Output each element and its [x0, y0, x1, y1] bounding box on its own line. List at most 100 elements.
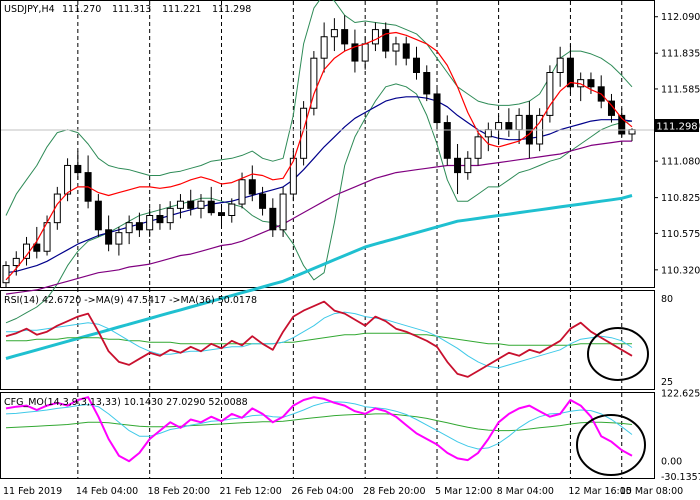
- candle-body: [351, 43, 359, 62]
- x-tick-label: 18 Feb 20:00: [148, 486, 210, 497]
- candle-body: [474, 136, 482, 159]
- x-axis-labels: 11 Feb 2019 14 Feb 04:00 18 Feb 20:00 21 Fe…: [3, 486, 683, 497]
- candle-body: [505, 122, 513, 131]
- candle-body: [238, 179, 246, 205]
- candle-body: [146, 215, 154, 231]
- cfg-y-tick-label: 122.6252: [661, 389, 700, 400]
- candle-body: [300, 107, 308, 159]
- candle-body: [115, 232, 123, 245]
- candle-body: [2, 265, 10, 284]
- candle-body: [320, 36, 328, 59]
- rsi-line: [5, 300, 633, 378]
- price-y-tick-label: 110.320: [661, 265, 700, 276]
- candle-body: [74, 164, 82, 174]
- ma-red-line: [5, 31, 633, 281]
- price-y-tick-label: 111.080: [661, 157, 700, 168]
- candle-body: [156, 215, 164, 224]
- x-tick-label: 11 Feb 2019: [3, 486, 62, 497]
- candle-body: [176, 200, 184, 209]
- price-y-tick-label: 111.835: [661, 49, 700, 60]
- candle-body: [207, 200, 215, 214]
- candle-body: [64, 164, 72, 195]
- candle-body: [259, 193, 267, 209]
- x-tick-label: 5 Mar 12:00: [435, 486, 492, 497]
- cfg-header: CFG_MO(14,3,9,3,13,33) 10.1430 27.0290 5…: [4, 397, 248, 408]
- candle-body: [166, 207, 174, 224]
- rsi-y-tick-label: 80: [661, 294, 673, 305]
- bollinger-upper-line: [5, 0, 633, 216]
- price-plot: [1, 0, 654, 360]
- x-tick-label: 28 Feb 20:00: [363, 486, 425, 497]
- current-price-box: [655, 119, 699, 132]
- candle-body: [289, 157, 297, 195]
- current-price-label: 111.298: [656, 122, 697, 133]
- candle-body: [248, 179, 256, 195]
- candle-body: [556, 57, 564, 74]
- candle-body: [423, 72, 431, 95]
- cfg-y-tick-label: -30.1357: [661, 472, 700, 483]
- rsi-ma36-line: [6, 332, 632, 346]
- x-tick-label: 14 Feb 04:00: [76, 486, 138, 497]
- candle-body: [361, 43, 369, 62]
- x-tick-label: 8 Mar 04:00: [497, 486, 554, 497]
- candle-body: [197, 200, 205, 209]
- candle-body: [269, 207, 277, 231]
- cfg-plot: [5, 396, 633, 463]
- ma-purple-line: [5, 140, 632, 295]
- candle-body: [341, 29, 349, 45]
- candle-body: [125, 222, 133, 234]
- candle-body: [412, 57, 420, 74]
- rsi-ma9-line: [6, 311, 633, 369]
- x-tick-label: 15 Mar 08:00: [620, 486, 683, 497]
- price-y-tick-label: 110.825: [661, 193, 700, 204]
- price-header-close: 111.298: [212, 4, 251, 15]
- candle-body: [105, 229, 113, 245]
- candle-body: [566, 57, 574, 88]
- candle-body: [484, 129, 492, 138]
- rsi-plot: [5, 300, 633, 378]
- candle-body: [279, 193, 287, 231]
- price-y-tick-label: 110.575: [661, 229, 700, 240]
- rsi-header: RSI(14) 42.6720 ->MA(9) 47.5417 ->MA(36)…: [4, 295, 257, 306]
- x-tick-label: 12 Mar 16:00: [568, 486, 631, 497]
- price-header-low: 111.221: [162, 4, 201, 15]
- rsi-highlight-ellipse: [587, 327, 649, 381]
- candle-body: [382, 29, 390, 52]
- cfg-line: [5, 396, 633, 463]
- price-header-high: 111.313: [112, 4, 151, 15]
- candle-body: [33, 243, 41, 252]
- candle-body: [443, 122, 451, 159]
- candle-body: [546, 72, 554, 116]
- rsi-panel-frame: [0, 290, 655, 390]
- candle-body: [515, 114, 523, 131]
- candle-body: [618, 114, 626, 135]
- candle-body: [402, 43, 410, 59]
- y-axis-labels: 112.090111.835111.585111.330111.080110.8…: [654, 12, 700, 483]
- x-tick-label: 21 Feb 12:00: [220, 486, 282, 497]
- candle-body: [433, 93, 441, 124]
- cfg-panel-frame: [0, 392, 655, 479]
- price-header-open: 111.270: [62, 4, 101, 15]
- candle-body: [495, 122, 503, 131]
- candle-body: [454, 157, 462, 174]
- price-y-tick-label: 112.090: [661, 12, 700, 23]
- candle-body: [187, 200, 195, 209]
- cfg-signal1-line: [5, 401, 633, 450]
- candle-body: [228, 203, 236, 216]
- rsi-y-tick-label: 25: [661, 377, 673, 388]
- candle-body: [310, 57, 318, 109]
- x-tick-label: 26 Feb 04:00: [291, 486, 353, 497]
- cfg-highlight-ellipse: [576, 414, 646, 476]
- vertical-grid: [77, 1, 623, 478]
- candle-body: [587, 79, 595, 88]
- price-header-symbol: USDJPY,H4: [4, 4, 55, 15]
- cfg-y-tick-label: 0.00: [661, 457, 682, 468]
- candle-body: [464, 157, 472, 174]
- cfg-signal2-line: [5, 413, 633, 432]
- candle-body: [392, 43, 400, 52]
- candle-body: [12, 257, 20, 267]
- candle-body: [371, 29, 379, 45]
- candle-body: [94, 200, 102, 231]
- price-y-tick-label: 111.585: [661, 84, 700, 95]
